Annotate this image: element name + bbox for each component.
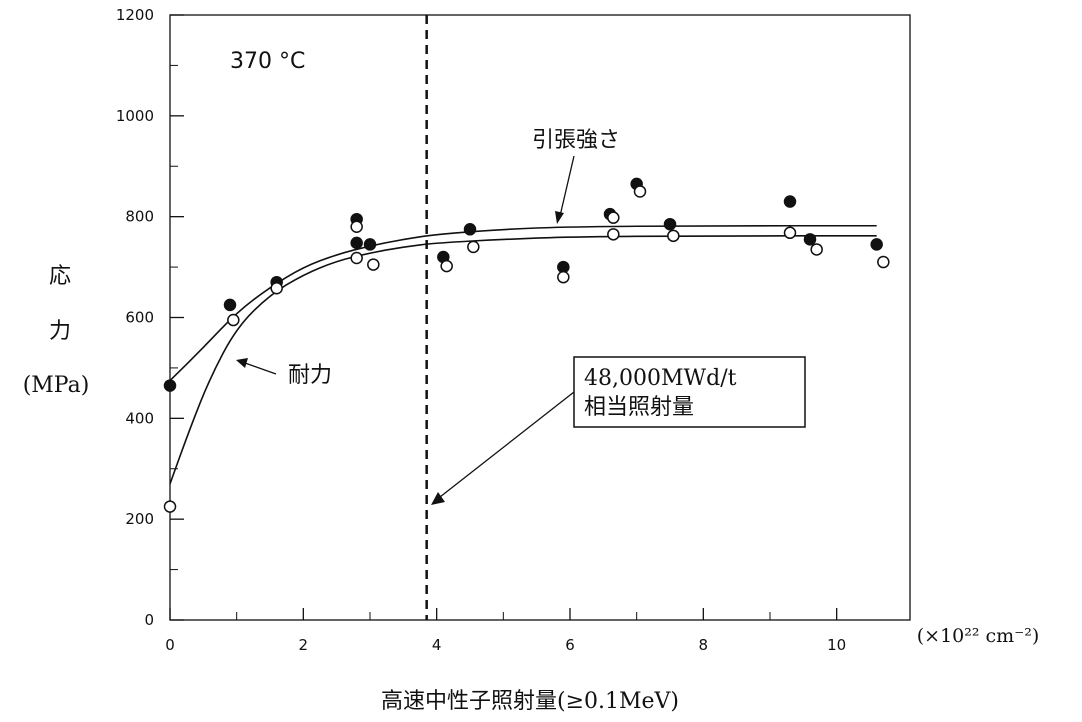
x-tick-label: 2 [299,636,309,654]
y-tick-label: 1200 [116,6,154,24]
tensile-strength-point [803,233,817,246]
tensile-arrowhead [555,211,564,224]
tensile-strength-point [223,298,237,312]
ylabel-line-3: (MPa) [23,373,90,398]
tensile-strength-point [163,379,177,392]
yield-strength-point [440,259,453,273]
burnup-arrowhead [431,492,445,505]
x-tick-label: 10 [827,636,846,654]
yield-strength-point [350,220,363,233]
yield-strength-point [557,270,570,284]
ylabel-line-2: 力 [49,319,71,344]
ylabel-line-1: 応 [49,264,71,289]
plot-frame [169,14,911,621]
tensile-strength-point [783,195,797,208]
y-tick-label: 200 [125,510,154,528]
yield-strength-point [783,226,797,240]
tensile-strength-point [350,236,363,250]
tensile-strength-point [663,217,677,231]
x-tick-label: 8 [699,636,709,654]
burnup-box-line-2: 相当照射量 [584,395,694,420]
yield-strength-point [633,185,647,198]
yield-strength-point [667,229,680,243]
x-tick-label: 0 [165,636,175,654]
tensile-strength-point [363,238,377,251]
yield-strength-point [227,313,240,327]
yield-strength-point [810,243,823,256]
yield-strength-point [607,228,620,241]
fit-curves [169,224,877,485]
x-tick-label: 6 [565,636,575,654]
axis-ticks [169,14,838,621]
x-tick-labels: 0 2 4 6 8 10 [165,636,846,654]
burnup-box-line-1: 48,000MWd/t [584,366,737,391]
yield-strength-point [367,258,380,271]
yield-strength-point [163,500,177,513]
yield-arrowhead [236,358,248,368]
temperature-label: 370 °C [230,49,305,74]
tensile-strength-point [870,238,883,251]
x-unit: (×10²² cm⁻²) [917,625,1040,647]
yield-strength-point [877,255,890,269]
tensile-strength-point [463,223,477,236]
yield-strength-point [270,282,283,295]
y-tick-label: 600 [125,309,154,327]
yield-strength-point [607,211,620,224]
y-tick-label: 1000 [116,107,154,125]
tensile-arrow [559,155,575,217]
yield-arrow [244,362,277,375]
burnup-arrow [439,391,575,498]
tensile-strength-label: 引張強さ [532,128,620,153]
y-tick-label: 400 [125,409,154,427]
y-tick-label: 0 [144,611,154,629]
yield-strength-point [350,251,363,265]
y-tick-label: 800 [125,208,154,226]
yield-strength-point [467,240,480,254]
x-tick-label: 4 [432,636,442,654]
yield-strength-label: 耐力 [288,363,332,388]
y-tick-labels: 0 200 400 600 800 1000 1200 [116,6,154,629]
xlabel: 高速中性子照射量(≥0.1MeV) [381,689,679,714]
data-markers [163,177,890,513]
